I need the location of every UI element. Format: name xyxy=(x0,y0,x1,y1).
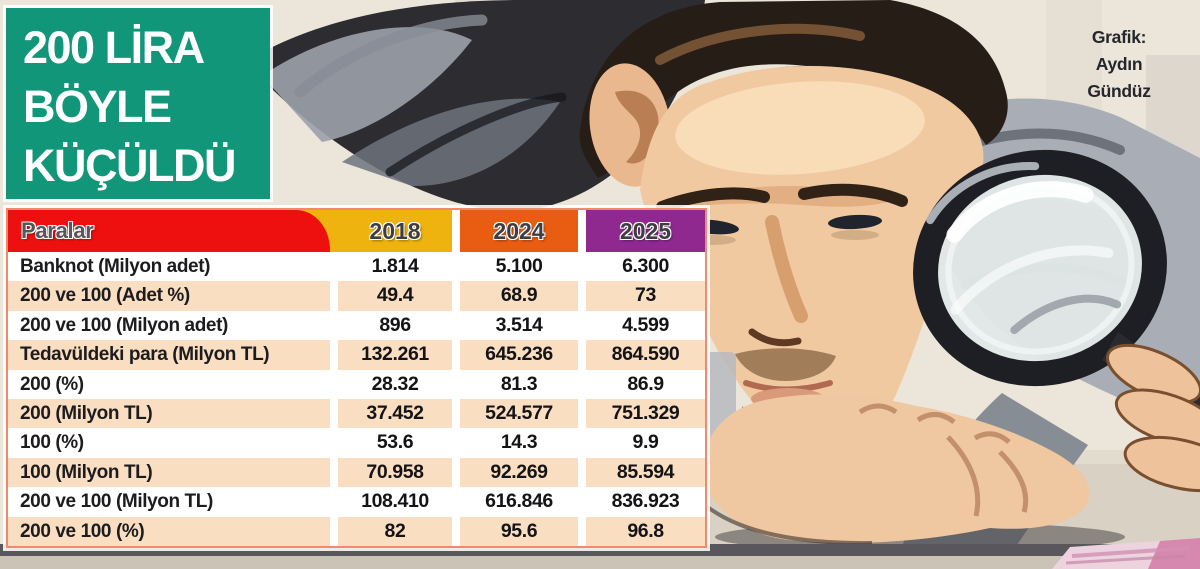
currency-data-table: Paralar 2018 2024 2025 Banknot (Milyon a… xyxy=(6,208,707,548)
row-value: 96.8 xyxy=(586,516,705,546)
row-label: 200 (%) xyxy=(8,369,330,399)
magnifying-glass-icon xyxy=(913,149,1167,387)
table-row: 100 (%) 53.6 14.3 9.9 xyxy=(8,428,705,458)
graphic-credit: Grafik: Aydın Gündüz xyxy=(1064,24,1174,105)
credit-line: Aydın xyxy=(1095,54,1143,74)
table-header-row: Paralar 2018 2024 2025 xyxy=(8,210,705,252)
row-label: 200 ve 100 (Milyon adet) xyxy=(8,310,330,341)
banknote-illustration xyxy=(1052,538,1200,569)
row-value: 82 xyxy=(338,516,452,546)
row-value: 645.236 xyxy=(460,340,578,370)
row-value: 68.9 xyxy=(460,281,578,311)
credit-line: Grafik: xyxy=(1091,27,1147,47)
row-value: 9.9 xyxy=(586,428,705,458)
table-row: Banknot (Milyon adet) 1.814 5.100 6.300 xyxy=(8,252,705,282)
row-value: 836.923 xyxy=(586,487,705,517)
table-header-2024: 2024 xyxy=(460,210,578,252)
row-value: 864.590 xyxy=(586,340,705,370)
row-value: 14.3 xyxy=(460,428,578,458)
row-value: 95.6 xyxy=(460,516,578,546)
row-label: 200 ve 100 (%) xyxy=(8,516,330,546)
table-row: 100 (Milyon TL) 70.958 92.269 85.594 xyxy=(8,457,705,488)
row-value: 37.452 xyxy=(338,398,452,429)
row-value: 28.32 xyxy=(338,369,452,399)
row-label: 200 ve 100 (Adet %) xyxy=(8,281,330,311)
row-value: 73 xyxy=(586,281,705,311)
row-value: 81.3 xyxy=(460,369,578,399)
row-value: 1.814 xyxy=(338,252,452,282)
row-value: 5.100 xyxy=(460,252,578,282)
row-value: 132.261 xyxy=(338,340,452,370)
headline-line: BÖYLE xyxy=(23,81,172,132)
row-value: 751.329 xyxy=(586,398,705,429)
row-label: 100 (Milyon TL) xyxy=(8,457,330,488)
table-row: 200 (%) 28.32 81.3 86.9 xyxy=(8,369,705,399)
table-row: 200 (Milyon TL) 37.452 524.577 751.329 xyxy=(8,398,705,429)
credit-line: Gündüz xyxy=(1087,81,1151,101)
gripping-fingers-illustration xyxy=(1102,332,1200,493)
table-header-2025: 2025 xyxy=(586,210,705,252)
row-value: 108.410 xyxy=(338,487,452,517)
row-label: 100 (%) xyxy=(8,428,330,458)
row-value: 49.4 xyxy=(338,281,452,311)
table-row: 200 ve 100 (%) 82 95.6 96.8 xyxy=(8,516,705,546)
row-value: 616.846 xyxy=(460,487,578,517)
headline-box: 200 LİRA BÖYLE KÜÇÜLDÜ xyxy=(6,8,270,199)
row-value: 3.514 xyxy=(460,310,578,341)
row-value: 70.958 xyxy=(338,457,452,488)
row-value: 524.577 xyxy=(460,398,578,429)
table-row: 200 ve 100 (Milyon adet) 896 3.514 4.599 xyxy=(8,310,705,341)
row-label: 200 (Milyon TL) xyxy=(8,398,330,429)
table-header-paralar: Paralar xyxy=(8,210,330,252)
row-value: 896 xyxy=(338,310,452,341)
row-label: 200 ve 100 (Milyon TL) xyxy=(8,487,330,517)
row-value: 92.269 xyxy=(460,457,578,488)
row-value: 6.300 xyxy=(586,252,705,282)
row-label: Tedavüldeki para (Milyon TL) xyxy=(8,340,330,370)
row-label: Banknot (Milyon adet) xyxy=(8,252,330,282)
headline-line: 200 LİRA xyxy=(23,22,205,73)
row-value: 53.6 xyxy=(338,428,452,458)
table-row: 200 ve 100 (Adet %) 49.4 68.9 73 xyxy=(8,281,705,311)
table-row: 200 ve 100 (Milyon TL) 108.410 616.846 8… xyxy=(8,487,705,517)
row-value: 85.594 xyxy=(586,457,705,488)
headline-line: KÜÇÜLDÜ xyxy=(23,140,236,191)
row-value: 4.599 xyxy=(586,310,705,341)
row-value: 86.9 xyxy=(586,369,705,399)
table-row: Tedavüldeki para (Milyon TL) 132.261 645… xyxy=(8,340,705,370)
